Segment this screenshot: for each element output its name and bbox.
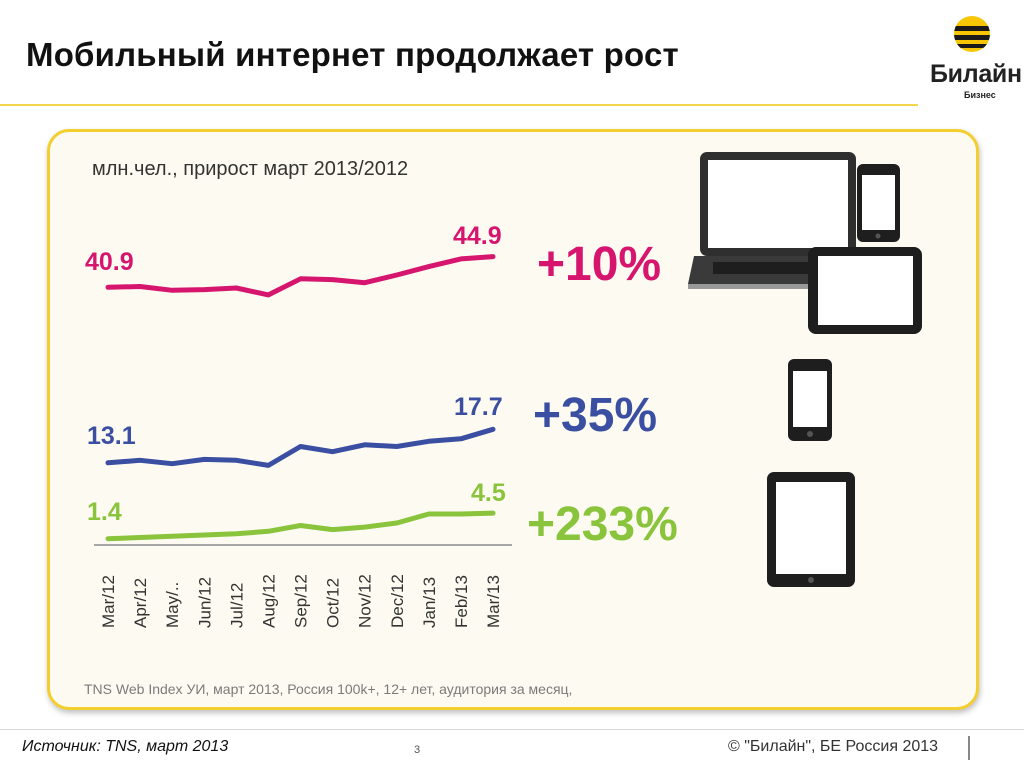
tablet-icon [808, 247, 922, 334]
x-tick-label: Jun/12 [195, 577, 214, 628]
slide-title: Мобильный интернет продолжает рост [26, 36, 679, 73]
x-tick-label: Mar/13 [484, 575, 503, 628]
series-1-start-label: 40.9 [85, 248, 134, 276]
beeline-logo-icon [954, 16, 990, 52]
tablet-icon [767, 472, 855, 587]
x-tick-label: Feb/13 [452, 575, 471, 628]
series-2-end-label: 17.7 [454, 393, 503, 421]
beeline-logo: Билайн Бизнес [924, 10, 1022, 100]
copyright-year: 2013 [902, 738, 939, 755]
series-3-end-label: 4.5 [471, 479, 506, 507]
phone-icon [857, 164, 900, 242]
series-1-growth: +10% [537, 238, 661, 291]
chart-title: млн.чел., прирост март 2013/2012 [92, 158, 408, 180]
copyright-divider [968, 736, 970, 760]
series-3-start-label: 1.4 [87, 498, 122, 526]
title-divider [0, 104, 918, 106]
x-tick-label: Jan/13 [420, 577, 439, 628]
x-axis-tick-labels: Mar/12 Apr/12 May/.. Jun/12 Jul/12 Aug/12 Sep/… [99, 574, 503, 628]
x-tick-label: Jul/12 [227, 583, 246, 628]
page-number: 3 [414, 744, 421, 756]
x-tick-label: Dec/12 [388, 574, 407, 628]
x-tick-label: May/.. [163, 582, 182, 628]
series-line-1 [105, 254, 496, 298]
copyright-text: © "Билайн", БЕ Россия [728, 738, 899, 755]
x-tick-label: Aug/12 [259, 574, 278, 628]
x-tick-label: Sep/12 [292, 574, 311, 628]
x-tick-label: Mar/12 [99, 575, 118, 628]
series-3-growth: +233% [527, 498, 678, 551]
smartphone-icon [788, 359, 832, 441]
series-1-end-label: 44.9 [453, 222, 502, 250]
x-tick-label: Nov/12 [356, 574, 375, 628]
copyright: © "Билайн", БЕ Россия 2013 [728, 738, 938, 756]
x-tick-label: Apr/12 [131, 578, 150, 628]
series-2-growth: +35% [533, 389, 657, 442]
series-line-2 [105, 426, 496, 468]
footer-divider [0, 729, 1024, 730]
logo-name: Билайн [930, 60, 1022, 88]
logo-sub: Бизнес [964, 90, 996, 100]
footer-source: Источник: TNS, март 2013 [22, 738, 229, 755]
series-2-start-label: 13.1 [87, 422, 136, 450]
x-tick-label: Oct/12 [324, 578, 343, 628]
source-note: TNS Web Index УИ, март 2013, Россия 100k… [84, 681, 572, 697]
series-line-3 [105, 510, 496, 542]
